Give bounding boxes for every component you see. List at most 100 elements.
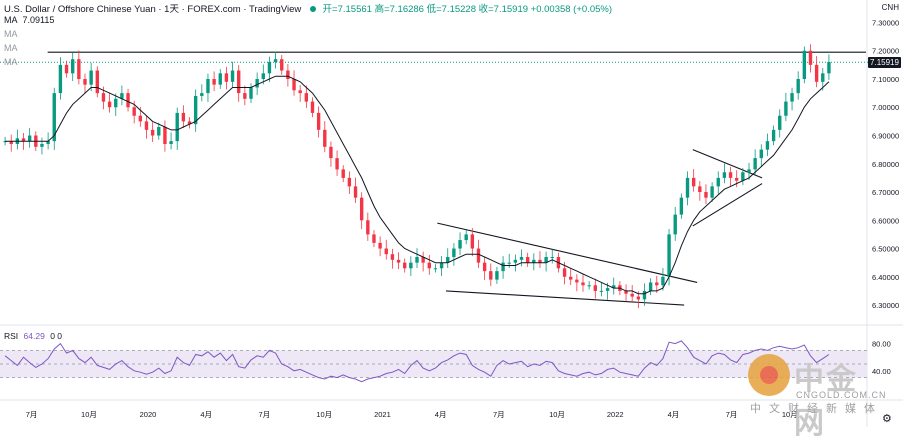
x-tick-label: 10月 (81, 410, 97, 419)
candle-body (237, 70, 241, 94)
candle-body (778, 115, 782, 130)
candle-body (181, 112, 186, 122)
candle-body (144, 121, 149, 130)
candle-body (163, 127, 167, 144)
candle-body (415, 257, 419, 263)
candle-body (83, 78, 87, 85)
candle-body (525, 257, 530, 263)
candle-body (470, 234, 475, 249)
candle-body (710, 186, 714, 198)
candle-body (458, 240, 462, 249)
rsi-tick-label: 40.00 (872, 367, 891, 376)
y-tick-label: 7.20000 (872, 47, 899, 56)
candle-body (501, 262, 505, 272)
ma-row-4[interactable]: MA (4, 57, 18, 67)
candle-body (612, 285, 616, 289)
candle-body (452, 248, 456, 258)
candle-body (630, 293, 634, 297)
candle-body (218, 73, 222, 85)
candle-body (157, 127, 161, 136)
candle-body (95, 70, 99, 94)
candle-body (648, 282, 653, 291)
candle-body (605, 288, 610, 291)
candle-body (796, 78, 800, 94)
candle-body (489, 271, 493, 280)
candle-body (722, 172, 727, 178)
candle-body (482, 262, 487, 272)
ma-row-2[interactable]: MA (4, 29, 18, 39)
x-tick-label: 4月 (435, 410, 447, 419)
candle-body (685, 177, 690, 198)
y-tick-label: 6.50000 (872, 245, 899, 254)
y-tick-label: 6.90000 (872, 132, 899, 141)
watermark: 中金网 CNGOLD.COM.CN 中文财经新媒体 (748, 352, 888, 440)
candle-body (550, 257, 554, 259)
rsi-tick-label: 80.00 (872, 340, 891, 349)
candle-body (114, 98, 118, 108)
gear-icon[interactable]: ⚙ (882, 413, 892, 425)
candle-body (532, 259, 536, 263)
candle-body (433, 268, 438, 270)
candle-body (3, 141, 7, 143)
candle-body (366, 220, 370, 235)
candle-body (581, 282, 585, 286)
ma-label: MA (4, 15, 18, 25)
candle-body (132, 107, 136, 116)
ma-row-1[interactable]: MA 7.09115 (4, 15, 54, 25)
candle-body (784, 101, 788, 116)
candle-body (286, 70, 290, 79)
candle-body (267, 62, 272, 74)
candle-body (27, 135, 32, 142)
watermark-logo (748, 354, 790, 396)
candle-body (396, 259, 401, 263)
rsi-line (4, 340, 830, 383)
candle-body (808, 50, 813, 65)
candle-body (569, 276, 573, 280)
candlestick-chart[interactable]: 7.30000 7.20000 7.10000 7.00000 6.90000 6.800… (0, 0, 903, 427)
candle-body (562, 268, 567, 277)
candle-body (802, 50, 807, 79)
candle-body (476, 248, 481, 263)
candle-body (243, 93, 247, 99)
x-tick-label: 4月 (200, 410, 212, 419)
candle-body (40, 143, 44, 147)
candle-body (21, 138, 26, 142)
candle-body (667, 234, 671, 277)
currency-tag[interactable]: CNH (881, 3, 899, 12)
x-tick-label: 2020 (140, 410, 157, 419)
y-tick-label: 6.80000 (872, 160, 899, 169)
candle-body (519, 257, 524, 260)
rsi-extra: 0 0 (50, 331, 63, 341)
candle-body (691, 177, 696, 187)
last-price-badge: 7.15919 (868, 57, 901, 68)
candle-body (138, 115, 143, 122)
candle-body (599, 290, 604, 292)
candle-body (175, 112, 179, 142)
candle-body (698, 186, 702, 193)
candle-body (704, 192, 708, 198)
candle-body (753, 158, 757, 170)
candle-body (384, 248, 388, 255)
y-tick-label: 6.70000 (872, 188, 899, 197)
ma-label: MA (4, 43, 18, 53)
candle-body (655, 282, 659, 286)
candle-body (427, 262, 431, 269)
candle-body (46, 141, 50, 144)
candle-body (790, 93, 794, 102)
rsi-value: 64.29 (23, 331, 45, 341)
ma-value: 7.09115 (22, 15, 55, 25)
x-tick-label: 7月 (26, 410, 38, 419)
candle-body (261, 73, 265, 79)
candle-body (593, 285, 597, 291)
candle-body (107, 101, 112, 108)
candle-body (193, 95, 198, 125)
candle-body (403, 262, 407, 269)
ma-row-3[interactable]: MA (4, 43, 18, 53)
rsi-legend[interactable]: RSI 64.29 0 0 (4, 331, 62, 341)
market-status-dot (309, 6, 316, 13)
y-tick-label: 7.10000 (872, 75, 899, 84)
ohlc-values: 开=7.15561 高=7.16286 低=7.15228 收=7.15919 … (322, 4, 612, 15)
y-tick-label: 6.30000 (872, 301, 899, 310)
x-tick-label: 2021 (374, 410, 391, 419)
x-tick-label: 10月 (782, 410, 798, 419)
